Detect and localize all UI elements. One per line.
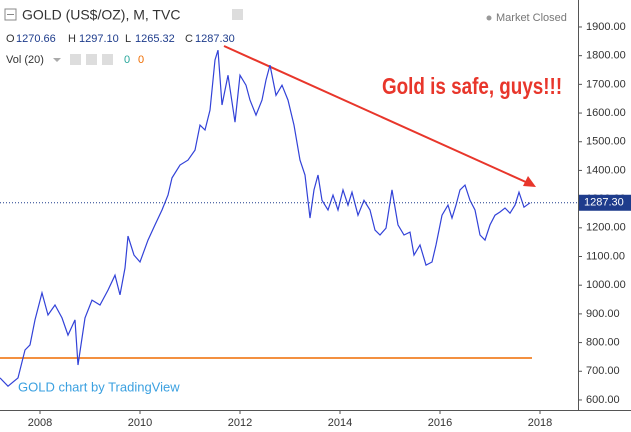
last-price-label: 1287.30 [584, 197, 624, 209]
annotation-arrow [223, 45, 529, 184]
y-tick-label: 600.00 [586, 394, 620, 406]
volume-name: Vol (20) [6, 54, 44, 66]
eye-icon[interactable] [70, 54, 81, 65]
watermark: GOLD chart by TradingView [18, 379, 180, 394]
ohlc-value: 1297.10 [79, 33, 119, 45]
ohlc-value: 1265.32 [135, 33, 175, 45]
x-tick-label: 2018 [528, 417, 552, 429]
ohlc-label: O [6, 33, 15, 45]
y-tick-label: 900.00 [586, 308, 620, 320]
arrow-head [523, 176, 536, 187]
chart-title: GOLD (US$/OZ), M, TVC [22, 7, 180, 23]
x-tick-label: 2012 [228, 417, 252, 429]
gear-icon[interactable] [86, 54, 97, 65]
dropdown-icon[interactable] [53, 58, 61, 62]
y-tick-label: 1000.00 [586, 279, 626, 291]
collapse-icon[interactable] [4, 8, 17, 21]
last-price-box [579, 194, 631, 211]
status-dot [486, 15, 492, 21]
x-tick-label: 2016 [428, 417, 452, 429]
volume-value: 0 [124, 54, 130, 66]
settings-icon[interactable] [232, 9, 243, 20]
ohlc-label: C [185, 33, 193, 45]
y-tick-label: 800.00 [586, 336, 620, 348]
ohlc-value: 1270.66 [16, 33, 56, 45]
x-tick-label: 2008 [28, 417, 52, 429]
y-tick-label: 1600.00 [586, 107, 626, 119]
ohlc-label: L [125, 33, 131, 45]
annotation: Gold is safe, guys!!! [382, 74, 562, 99]
y-tick-label: 1200.00 [586, 222, 626, 234]
volume-value: 0 [138, 54, 144, 66]
y-tick-label: 1500.00 [586, 136, 626, 148]
close-icon[interactable] [102, 54, 113, 65]
x-tick-label: 2014 [328, 417, 352, 429]
y-tick-label: 1100.00 [586, 250, 625, 262]
y-tick-label: 1400.00 [586, 164, 626, 176]
y-tick-label: 1700.00 [586, 78, 626, 90]
y-tick-label: 1900.00 [586, 21, 626, 33]
y-tick-label: 700.00 [586, 365, 620, 377]
x-tick-label: 2010 [128, 417, 152, 429]
y-tick-label: 1800.00 [586, 50, 626, 62]
market-status: Market Closed [496, 12, 567, 24]
price-line [0, 50, 531, 388]
ohlc-label: H [68, 33, 76, 45]
ohlc-value: 1287.30 [195, 33, 235, 45]
